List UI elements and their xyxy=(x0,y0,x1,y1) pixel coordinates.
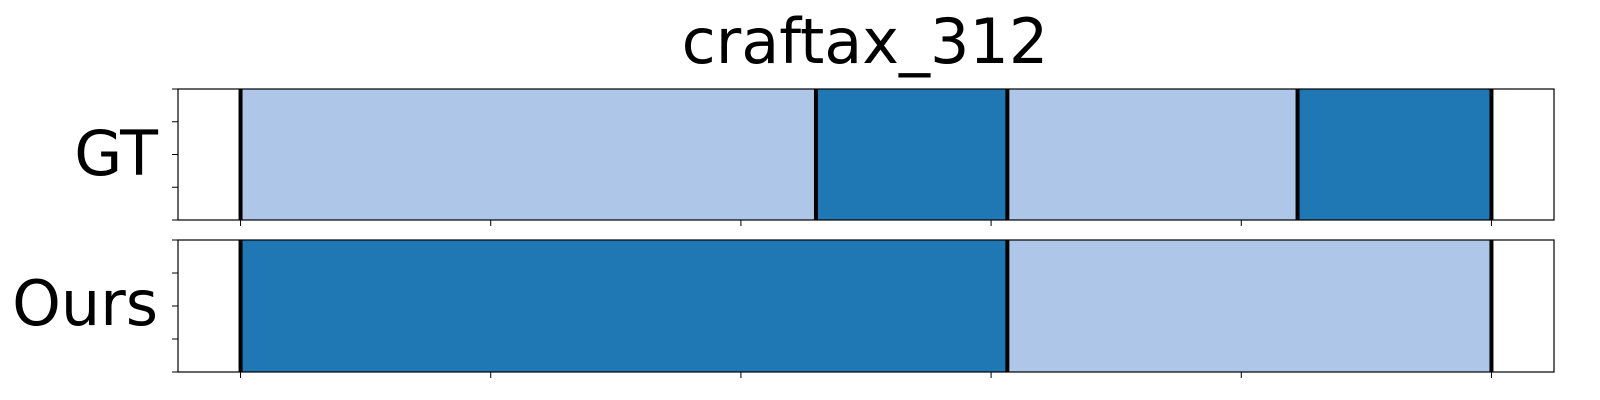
row-label-ours: Ours xyxy=(12,267,158,340)
chart-title: craftax_312 xyxy=(682,5,1049,78)
row-label-gt: GT xyxy=(74,117,159,190)
segment-gt-2 xyxy=(1007,89,1298,220)
segment-gt-3 xyxy=(1297,89,1492,220)
segment-ours-0 xyxy=(240,240,1008,372)
row-ours: Ours xyxy=(12,239,1555,378)
segment-gt-0 xyxy=(240,89,816,220)
row-gt: GT xyxy=(74,88,1555,226)
segment-gt-1 xyxy=(815,89,1008,220)
segment-ours-1 xyxy=(1007,240,1492,372)
